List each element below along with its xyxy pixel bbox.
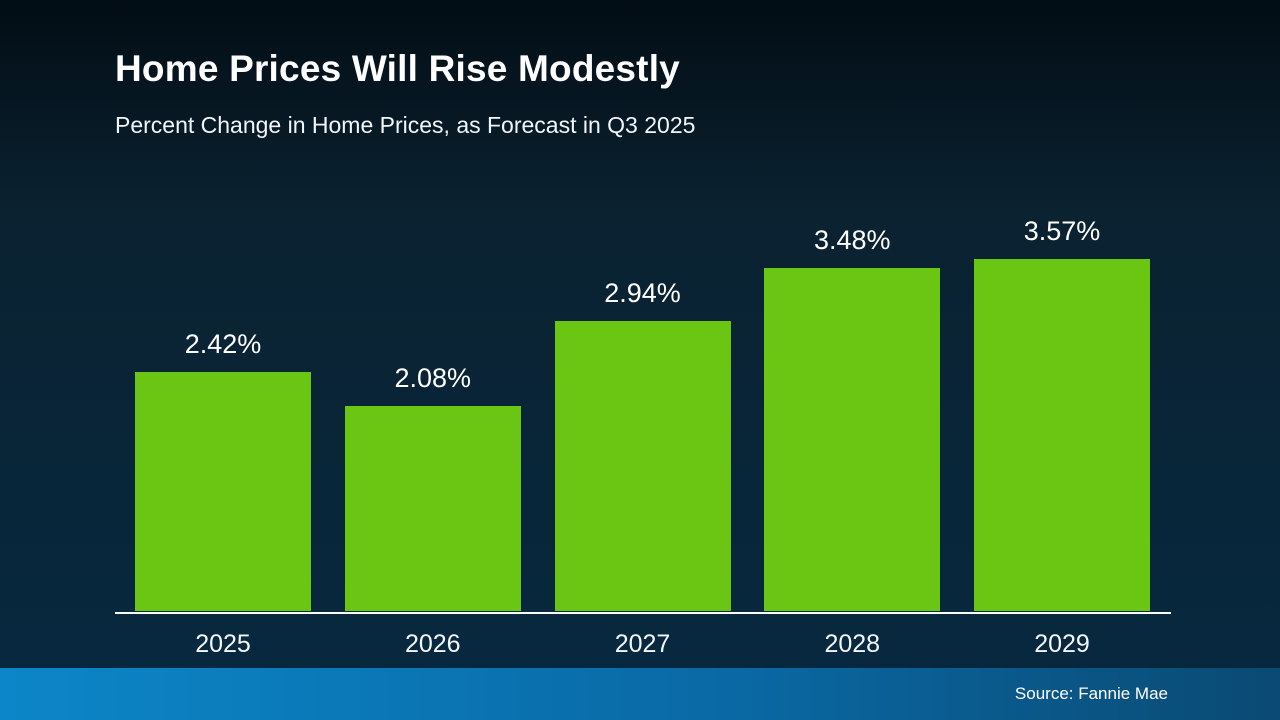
x-tick-label-2027: 2027 bbox=[614, 630, 671, 658]
chart-plot-area: 2.42% 2.08% 2.94% 3.48% 3.57% bbox=[135, 191, 1150, 611]
page-subtitle: Percent Change in Home Prices, as Foreca… bbox=[115, 112, 696, 138]
bar-value-label-2026: 2.08% bbox=[394, 363, 472, 393]
bar-2026 bbox=[344, 406, 521, 611]
x-tick-label-2026: 2026 bbox=[404, 630, 461, 658]
page-title: Home Prices Will Rise Modestly bbox=[115, 48, 680, 89]
x-axis-line bbox=[115, 612, 1171, 614]
source-text: Source: Fannie Mae bbox=[1014, 684, 1168, 703]
bar-value-label-2029: 3.57% bbox=[1023, 216, 1101, 246]
chart-header: Home Prices Will Rise Modestly Percent C… bbox=[115, 48, 695, 139]
bar-value-label-2028: 3.48% bbox=[813, 225, 891, 255]
bar-2025 bbox=[135, 372, 311, 611]
bar-2028 bbox=[764, 268, 941, 611]
x-tick-label-2029: 2029 bbox=[1034, 630, 1090, 658]
bar-2027 bbox=[554, 321, 731, 611]
footer-bar: Source: Fannie Mae bbox=[0, 668, 1280, 720]
x-axis-labels: 2025 2026 2027 2028 2029 bbox=[135, 630, 1150, 664]
bar-value-label-2025: 2.42% bbox=[184, 329, 262, 359]
x-tick-label-2028: 2028 bbox=[824, 630, 881, 658]
x-tick-label-2025: 2025 bbox=[195, 630, 251, 658]
bar-2029 bbox=[974, 259, 1150, 611]
bar-value-label-2027: 2.94% bbox=[604, 278, 681, 308]
